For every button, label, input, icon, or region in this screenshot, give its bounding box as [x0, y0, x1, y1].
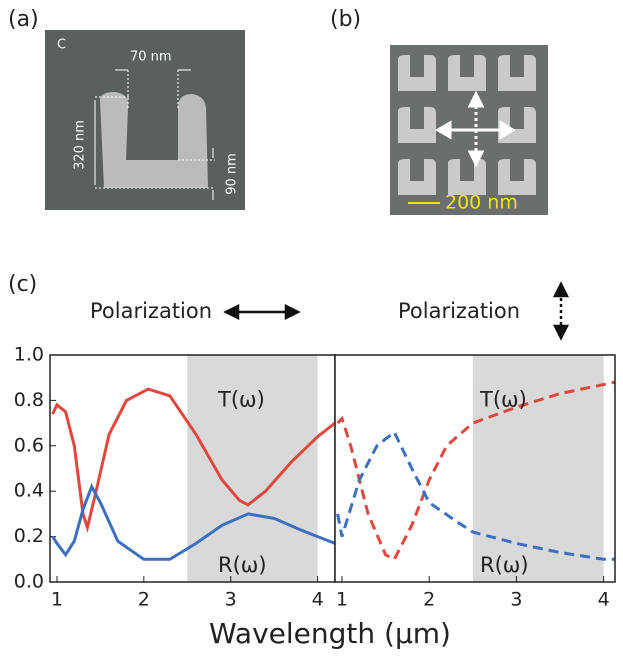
x-tick-label: 2 [138, 589, 150, 611]
figure: (a) (b) (c) C 70 nm 320 nm 90 nm 200 nm [0, 0, 623, 656]
y-tick-label: 0.8 [14, 389, 44, 411]
y-tick-label: 0.2 [14, 525, 44, 547]
sem-label: C [57, 38, 66, 53]
x-tick-label: 1 [51, 589, 63, 611]
x-tick-label: 4 [598, 589, 610, 611]
panel-title: Polarization [90, 299, 212, 323]
panel-label: (a) [8, 7, 39, 32]
x-axis-label: Wavelength (µm) [209, 617, 451, 650]
x-tick-label: 3 [510, 589, 522, 611]
dimension-label: 70 nm [130, 50, 172, 65]
x-tick-label: 3 [225, 589, 237, 611]
scale-bar-label: 200 nm [445, 192, 518, 214]
annotation: T(ω) [217, 387, 265, 411]
y-tick-label: 0.0 [14, 571, 44, 593]
x-tick-label: 4 [312, 589, 324, 611]
x-tick-label: 2 [423, 589, 435, 611]
annotation: R(ω) [480, 553, 529, 577]
panel-label: (c) [8, 272, 37, 297]
dimension-label: 90 nm [225, 153, 240, 195]
sem-image-b: 200 nm [390, 45, 548, 215]
sem-image-a: C 70 nm 320 nm 90 nm [45, 30, 245, 210]
y-tick-label: 1.0 [14, 344, 44, 366]
panel-label: (b) [330, 7, 361, 32]
x-tick-label: 1 [336, 589, 348, 611]
panel-title: Polarization [398, 299, 520, 323]
y-tick-label: 0.6 [14, 434, 44, 456]
dimension-label: 320 nm [73, 120, 88, 170]
y-tick-label: 0.4 [14, 480, 44, 502]
annotation: R(ω) [218, 553, 267, 577]
annotation: T(ω) [479, 387, 527, 411]
